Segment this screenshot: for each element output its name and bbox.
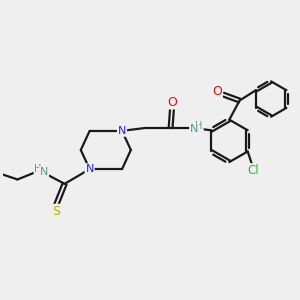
Text: H: H — [196, 122, 203, 131]
Text: O: O — [212, 85, 222, 98]
Text: O: O — [167, 95, 177, 109]
Text: N: N — [40, 167, 48, 177]
Text: N: N — [118, 126, 126, 136]
Text: N: N — [85, 164, 94, 174]
Text: S: S — [52, 205, 60, 218]
Text: N: N — [190, 124, 198, 134]
Text: H: H — [34, 164, 42, 174]
Text: Cl: Cl — [248, 164, 260, 177]
